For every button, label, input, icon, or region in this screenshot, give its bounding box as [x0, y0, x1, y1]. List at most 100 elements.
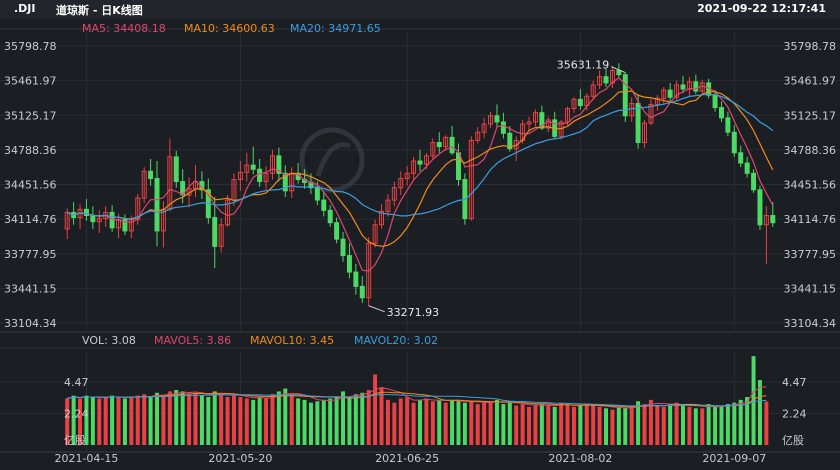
volume-bar — [661, 406, 666, 445]
volume-bar — [648, 399, 653, 445]
volume-tick-left: 2.24 — [64, 407, 89, 420]
candle-body — [359, 285, 365, 299]
volume-bar — [418, 399, 422, 445]
kline-chart: MA5: 34408.18 MA10: 34600.63 MA20: 34971.6… — [0, 22, 840, 465]
candle-body — [590, 84, 596, 97]
volume-bar — [738, 399, 743, 445]
candle-body — [488, 115, 494, 125]
price-tick-right: 34788.36 — [784, 144, 837, 157]
volume-bar — [308, 402, 313, 445]
price-tick-left: 33441.15 — [4, 282, 57, 295]
price-legend-item: MA20: 34971.65 — [290, 22, 381, 35]
volume-bar — [129, 397, 134, 445]
candle-body — [712, 94, 718, 109]
ma20-line — [66, 93, 774, 220]
volume-bar — [533, 405, 538, 445]
chart-title: 道琼斯 - 日K线图 — [56, 4, 143, 17]
volume-bar — [161, 395, 166, 445]
volume-bar — [520, 404, 525, 445]
candle-body — [597, 76, 603, 86]
volume-bar — [334, 397, 339, 445]
mavol20-line — [67, 393, 767, 407]
candle-body — [212, 217, 218, 247]
candle-body — [436, 142, 442, 148]
candle-body — [757, 189, 763, 226]
candle-body — [738, 152, 744, 164]
volume-bar — [719, 406, 724, 445]
volume-bar — [276, 391, 281, 445]
volume-bar — [219, 394, 224, 445]
price-tick-right: 33104.34 — [784, 317, 837, 330]
candle-body — [545, 119, 551, 129]
price-legend-item: MA10: 34600.63 — [184, 22, 275, 35]
volume-bar — [700, 408, 705, 445]
volume-bar — [475, 404, 480, 445]
price-tick-right: 34451.56 — [784, 179, 837, 192]
candle-body — [725, 117, 731, 133]
mavol5-line — [67, 386, 767, 409]
candle-body — [661, 89, 667, 99]
date-label: 2021-05-20 — [208, 452, 272, 465]
volume-bar — [180, 391, 185, 445]
volume-bar — [167, 391, 172, 445]
candle-body — [218, 224, 224, 247]
candle-body — [411, 160, 417, 174]
candle-body — [276, 155, 282, 174]
candle-body — [109, 211, 115, 229]
volume-bar — [135, 395, 140, 445]
volume-bar — [283, 388, 288, 445]
ma10-line — [66, 90, 774, 247]
date-label: 2021-09-07 — [702, 452, 766, 465]
candle-body — [430, 142, 436, 157]
price-tick-right: 33441.15 — [784, 282, 837, 295]
volume-bar — [321, 399, 326, 445]
volume-bar — [725, 404, 730, 445]
volume-bar — [616, 406, 621, 445]
volume-legend-item: VOL: 3.08 — [82, 334, 136, 347]
candle-body — [340, 238, 346, 257]
volume-bar — [482, 402, 487, 445]
volume-unit-left: 亿股 — [64, 434, 86, 447]
low-annotation-leader — [368, 305, 385, 313]
volume-bar — [757, 380, 762, 445]
volume-bar — [398, 398, 403, 445]
volume-bar — [142, 394, 147, 445]
volume-bar — [745, 397, 750, 445]
volume-bar — [231, 395, 236, 445]
candle-body — [346, 255, 352, 273]
volume-bar — [713, 405, 718, 445]
candle-body — [334, 222, 340, 240]
volume-bar — [527, 406, 532, 445]
candle-body — [481, 123, 487, 133]
volume-bar — [610, 409, 615, 445]
low-annotation-label: 33271.93 — [387, 306, 440, 319]
volume-bar — [437, 399, 442, 445]
price-tick-left: 33104.34 — [4, 317, 57, 330]
candle-body — [500, 121, 506, 134]
price-tick-left: 35461.97 — [4, 75, 57, 88]
volume-bar — [341, 391, 346, 445]
volume-bar — [174, 389, 179, 445]
volume-bar — [193, 392, 198, 445]
price-legend-item: MA5: 34408.18 — [82, 22, 166, 35]
candle-body — [225, 199, 231, 226]
volume-bars — [65, 356, 769, 445]
volume-bar — [373, 374, 378, 445]
volume-bar — [636, 401, 641, 445]
candle-body — [648, 103, 654, 124]
volume-bar — [97, 398, 102, 445]
volume-tick-right: 2.24 — [782, 407, 807, 420]
candle-body — [526, 121, 532, 125]
date-label: 2021-06-25 — [375, 452, 439, 465]
candle-body — [455, 152, 461, 181]
candle-body — [417, 160, 423, 165]
volume-bar — [116, 397, 121, 445]
volume-bar — [424, 398, 429, 445]
volume-bar — [565, 404, 570, 445]
candle-body — [269, 155, 275, 174]
candle-body — [751, 172, 757, 191]
volume-bar — [764, 401, 769, 445]
volume-bar — [469, 401, 474, 445]
ma5-line — [66, 77, 774, 272]
candle-body — [674, 84, 680, 98]
